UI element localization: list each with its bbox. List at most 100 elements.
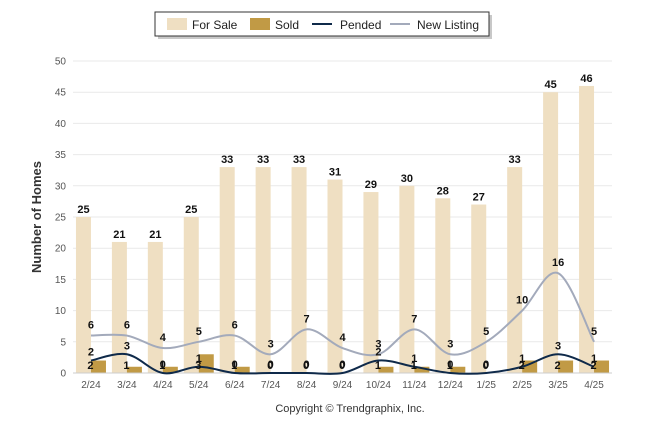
label-sold: 1 [159, 360, 165, 372]
label-new-listing: 3 [375, 338, 381, 350]
label-new-listing: 4 [339, 332, 346, 344]
bar-sold [558, 360, 574, 373]
x-tick-label: 10/24 [366, 380, 391, 391]
bar-for-sale [579, 85, 595, 374]
label-sold: 1 [231, 360, 237, 372]
bar-for-sale [435, 198, 451, 373]
x-tick-label: 7/24 [261, 380, 281, 391]
label-pended: 0 [447, 359, 453, 371]
bar-for-sale [219, 167, 235, 373]
label-pended: 3 [124, 340, 130, 352]
x-tick-label: 11/24 [402, 380, 427, 391]
bar-sold [90, 360, 106, 373]
x-tick-label: 9/24 [333, 380, 353, 391]
label-sold: 2 [519, 360, 525, 372]
bar-sold [378, 366, 394, 373]
label-for-sale: 31 [329, 167, 341, 179]
label-pended: 1 [591, 353, 597, 365]
x-tick-label: 3/25 [548, 380, 568, 391]
x-tick-label: 3/24 [117, 380, 137, 391]
label-pended: 1 [519, 353, 525, 365]
bar-sold [162, 366, 178, 373]
y-tick-label: 40 [55, 119, 67, 130]
label-new-listing: 5 [196, 326, 202, 338]
x-tick-label: 8/24 [297, 380, 317, 391]
label-new-listing: 7 [304, 313, 310, 325]
legend-label-pended: Pended [340, 18, 381, 32]
label-sold: 1 [411, 360, 417, 372]
label-for-sale: 33 [257, 154, 269, 166]
x-tick-label: 2/24 [81, 380, 101, 391]
line-new-listing [90, 271, 595, 357]
bar-sold [522, 360, 538, 373]
x-tick-label: 4/25 [584, 380, 604, 391]
x-tick-label: 12/24 [438, 380, 463, 391]
bar-sold [450, 366, 466, 373]
label-pended: 0 [268, 359, 274, 371]
bar-for-sale [471, 204, 487, 373]
label-for-sale: 29 [365, 179, 377, 191]
label-sold: 1 [447, 360, 453, 372]
y-tick-label: 50 [55, 57, 67, 68]
x-tick-label: 2/25 [512, 380, 532, 391]
label-new-listing: 6 [88, 320, 94, 332]
label-sold: 2 [590, 360, 596, 372]
y-tick-label: 20 [55, 244, 67, 255]
label-for-sale: 33 [509, 154, 521, 166]
label-new-listing: 5 [591, 326, 597, 338]
label-pended: 0 [339, 359, 345, 371]
label-pended: 1 [196, 353, 202, 365]
label-new-listing: 3 [447, 338, 453, 350]
x-tick-label: 6/24 [225, 380, 245, 391]
bar-for-sale [363, 192, 379, 373]
bar-sold [594, 360, 610, 373]
label-pended: 0 [483, 359, 489, 371]
bar-for-sale [183, 217, 199, 373]
label-sold: 1 [123, 360, 129, 372]
label-for-sale: 25 [185, 204, 197, 216]
bar-for-sale [147, 241, 163, 373]
legend-swatch-for-sale [167, 18, 187, 30]
label-pended: 0 [232, 359, 238, 371]
y-tick-label: 10 [55, 306, 67, 317]
label-sold: 0 [267, 360, 273, 372]
label-pended: 0 [160, 359, 166, 371]
y-tick-label: 15 [55, 275, 67, 286]
label-new-listing: 6 [124, 320, 130, 332]
label-for-sale: 27 [473, 192, 485, 204]
label-sold: 2 [555, 360, 561, 372]
label-new-listing: 3 [268, 338, 274, 350]
label-sold: 2 [87, 360, 93, 372]
legend-label-new-listing: New Listing [417, 18, 479, 32]
y-tick-label: 25 [55, 213, 67, 224]
legend-label-for-sale: For Sale [192, 18, 238, 32]
label-pended: 3 [555, 340, 561, 352]
bar-sold [414, 366, 430, 373]
bar-for-sale [111, 241, 127, 373]
copyright-text: Copyright © Trendgraphix, Inc. [275, 403, 424, 415]
legend-label-sold: Sold [275, 18, 299, 32]
label-sold: 0 [483, 360, 489, 372]
label-pended: 2 [375, 347, 381, 359]
bar-for-sale [399, 185, 415, 373]
label-for-sale: 28 [437, 185, 449, 197]
legend-swatch-sold [250, 18, 270, 30]
x-tick-label: 4/24 [153, 380, 173, 391]
y-tick-label: 30 [55, 181, 67, 192]
y-tick-label: 35 [55, 150, 67, 161]
bar-for-sale [507, 167, 523, 373]
bar-for-sale [543, 92, 559, 373]
bar-for-sale [255, 167, 271, 373]
label-new-listing: 16 [552, 257, 564, 269]
bar-sold [234, 366, 250, 373]
bar-for-sale [327, 179, 343, 373]
label-new-listing: 7 [411, 313, 417, 325]
label-new-listing: 5 [483, 326, 489, 338]
label-pended: 2 [88, 347, 94, 359]
x-tick-label: 5/24 [189, 380, 209, 391]
label-new-listing: 10 [516, 295, 528, 307]
label-for-sale: 30 [401, 173, 413, 185]
